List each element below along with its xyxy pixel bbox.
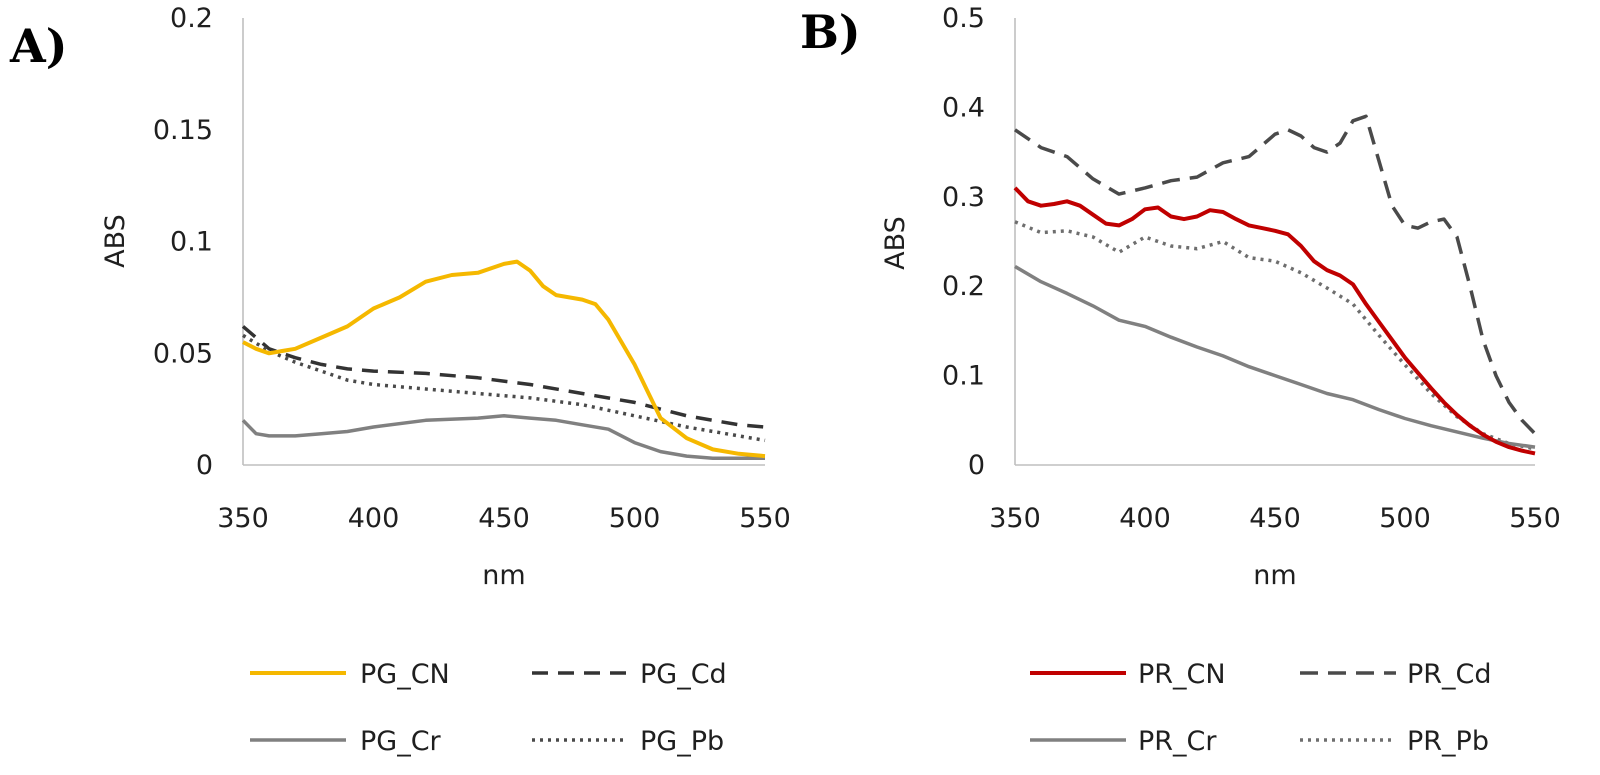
x-tick-label: 400 <box>1119 503 1171 534</box>
series-line-pg-cd <box>241 325 766 429</box>
y-tick-labels-b: 0 0.1 0.2 0.3 0.4 0.5 <box>942 3 985 481</box>
chart-panel-a: A) 0 0.05 0.1 0.15 0.2 350 400 450 500 550 ABS n… <box>9 3 791 757</box>
x-tick-label: 350 <box>989 503 1041 534</box>
legend-label: PG_CN <box>360 659 450 690</box>
panel-label-a: A) <box>9 19 67 73</box>
legend-label: PG_Pb <box>640 726 724 757</box>
legend-label: PG_Cr <box>360 726 442 757</box>
x-axis-title-b: nm <box>1253 560 1296 591</box>
series-line-pg-cr <box>241 414 765 461</box>
series-line-pr-cn <box>1013 186 1536 456</box>
x-tick-label: 500 <box>609 503 661 534</box>
y-axis-title-a: ABS <box>100 214 131 268</box>
y-tick-label: 0.1 <box>942 361 985 392</box>
series-line-pr-cd <box>1014 114 1537 435</box>
legend-label: PR_CN <box>1138 659 1226 690</box>
y-tick-label: 0 <box>968 450 985 481</box>
y-tick-label: 0.05 <box>153 338 213 369</box>
y-tick-label: 0.2 <box>170 3 213 34</box>
legend-label: PR_Cr <box>1138 726 1217 757</box>
x-tick-label: 450 <box>1249 503 1301 534</box>
x-tick-labels-b: 350 400 450 500 550 <box>989 503 1561 534</box>
x-axis-title-a: nm <box>482 560 525 591</box>
series-lines-a <box>241 259 766 461</box>
x-tick-label: 500 <box>1379 503 1431 534</box>
y-tick-label: 0.4 <box>942 92 985 123</box>
y-tick-label: 0.1 <box>170 227 213 258</box>
y-tick-label: 0.3 <box>942 182 985 213</box>
legend-label: PR_Pb <box>1407 726 1489 757</box>
y-tick-label: 0 <box>196 450 213 481</box>
panel-label-b: B) <box>800 5 861 59</box>
series-line-pr-cr <box>1014 264 1536 449</box>
x-tick-label: 450 <box>478 503 530 534</box>
y-tick-label: 0.2 <box>942 271 985 302</box>
series-line-pg-cn <box>242 259 766 459</box>
legend-label: PG_Cd <box>640 659 727 690</box>
x-tick-label: 550 <box>1509 503 1561 534</box>
y-axis-title-b: ABS <box>880 216 911 270</box>
series-lines-b <box>1013 114 1537 456</box>
y-tick-labels-a: 0 0.05 0.1 0.15 0.2 <box>153 3 213 481</box>
x-tick-labels-a: 350 400 450 500 550 <box>217 503 791 534</box>
series-line-pg-pb <box>242 333 766 443</box>
legend-b: PR_CN PR_Cd PR_Cr PR_Pb <box>1030 659 1492 757</box>
x-tick-label: 550 <box>739 503 791 534</box>
y-tick-label: 0.15 <box>153 115 213 146</box>
legend-a: PG_CN PG_Cd PG_Cr PG_Pb <box>250 659 727 757</box>
series-line-pr-pb <box>1014 220 1536 451</box>
legend-label: PR_Cd <box>1407 659 1492 690</box>
x-tick-label: 350 <box>217 503 269 534</box>
y-tick-label: 0.5 <box>942 3 985 34</box>
x-tick-label: 400 <box>348 503 400 534</box>
chart-panel-b: B) 00.10.20.30.40.5 350 400 450 500 550 ABS … <box>800 3 1561 757</box>
